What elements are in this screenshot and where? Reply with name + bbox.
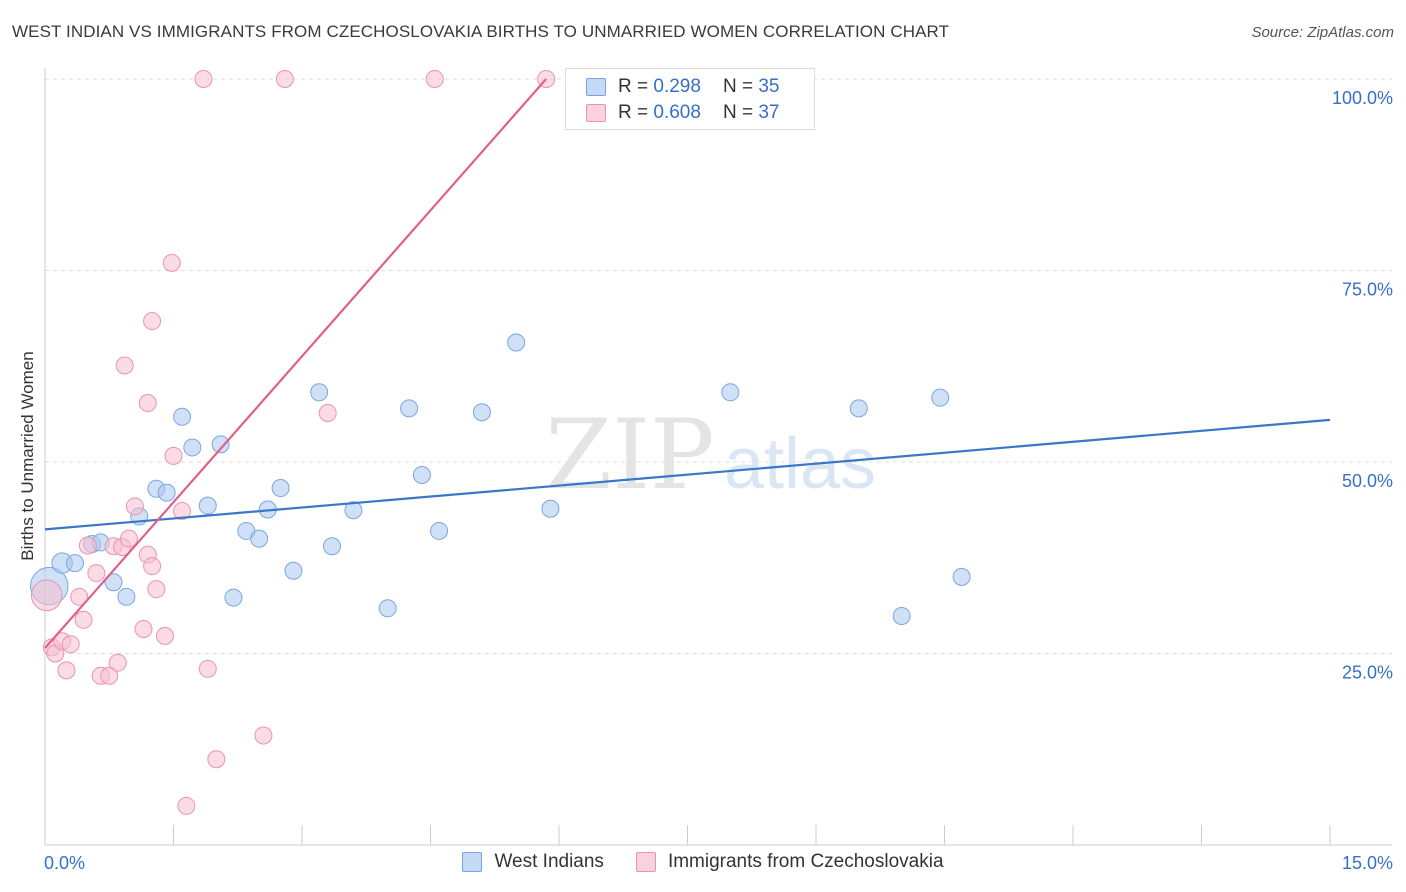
- point-west-indians: [183, 438, 202, 457]
- source-label: Source: ZipAtlas.com: [1251, 24, 1394, 41]
- point-czechoslovakia: [134, 619, 153, 638]
- legend-swatch-pink: [586, 104, 606, 122]
- point-czechoslovakia: [78, 536, 97, 555]
- series-swatch-blue: [462, 852, 483, 872]
- y-tick-label: 50.0%: [1342, 471, 1393, 491]
- y-tick-label: 75.0%: [1342, 280, 1393, 300]
- series-swatch-pink: [635, 852, 656, 872]
- point-west-indians: [400, 399, 419, 418]
- point-west-indians: [412, 466, 431, 485]
- point-west-indians: [721, 383, 740, 402]
- legend-r-label: R =: [618, 76, 649, 97]
- point-west-indians: [952, 567, 971, 586]
- point-west-indians: [271, 479, 290, 498]
- point-czechoslovakia: [138, 394, 157, 413]
- point-czechoslovakia: [100, 666, 119, 685]
- point-czechoslovakia: [173, 502, 192, 521]
- point-czechoslovakia: [30, 579, 63, 612]
- legend-r-value: 0.298: [653, 76, 701, 97]
- axes: [44, 68, 1392, 846]
- point-czechoslovakia: [254, 726, 273, 745]
- series-legend: West Indians Immigrants from Czechoslova…: [0, 851, 1406, 873]
- point-west-indians: [157, 483, 176, 502]
- point-czechoslovakia: [70, 587, 89, 606]
- point-west-indians: [507, 333, 526, 352]
- legend-swatch-blue: [586, 78, 606, 96]
- point-czechoslovakia: [57, 661, 76, 680]
- point-czechoslovakia: [125, 497, 144, 516]
- point-czechoslovakia: [162, 253, 181, 272]
- x-tick-label: 15.0%: [1342, 853, 1393, 873]
- point-west-indians: [284, 561, 303, 580]
- point-west-indians: [892, 606, 911, 625]
- point-west-indians: [65, 554, 84, 573]
- point-west-indians: [310, 383, 329, 402]
- trend-lines: [44, 78, 1331, 649]
- point-west-indians: [117, 587, 136, 606]
- point-czechoslovakia: [115, 356, 134, 375]
- y-tick-label: 25.0%: [1342, 663, 1393, 683]
- grid-lines: [45, 78, 1392, 654]
- legend-n-label: N =: [722, 76, 754, 97]
- x-tick-label: 0.0%: [44, 853, 85, 873]
- point-west-indians: [344, 501, 363, 520]
- series-name: Immigrants from Czechoslovakia: [667, 851, 944, 872]
- watermark: ZIP atlas: [545, 399, 876, 511]
- point-czechoslovakia: [194, 70, 213, 88]
- legend-row-west-indians: R = 0.298 N = 35: [586, 75, 779, 99]
- point-czechoslovakia: [164, 446, 183, 465]
- point-west-indians: [430, 521, 449, 540]
- point-west-indians: [250, 529, 269, 548]
- point-west-indians: [541, 499, 560, 518]
- series-legend-czechoslovakia: Immigrants from Czechoslovakia: [635, 851, 944, 873]
- point-west-indians: [322, 537, 341, 556]
- tick-labels: 25.0% 50.0% 75.0% 100.0% 0.0% 15.0%: [44, 88, 1393, 873]
- legend-n-label: N =: [722, 102, 754, 123]
- point-czechoslovakia: [61, 635, 80, 654]
- point-czechoslovakia: [87, 564, 106, 583]
- trend-line-czechoslovakia: [44, 78, 547, 649]
- point-czechoslovakia: [143, 312, 162, 331]
- point-west-indians: [198, 496, 217, 515]
- point-czechoslovakia: [198, 659, 217, 678]
- point-czechoslovakia: [119, 529, 138, 548]
- point-west-indians: [378, 599, 397, 618]
- legend: R = 0.298 N = 35 R = 0.608 N = 37: [565, 68, 815, 130]
- point-west-indians: [224, 588, 243, 607]
- point-west-indians: [849, 399, 868, 418]
- series-legend-west-indians: West Indians: [462, 851, 604, 873]
- legend-r-label: R =: [618, 102, 649, 123]
- point-west-indians: [173, 407, 192, 426]
- point-czechoslovakia: [108, 653, 127, 672]
- point-czechoslovakia: [177, 796, 196, 815]
- point-czechoslovakia: [425, 70, 444, 88]
- point-czechoslovakia: [318, 403, 337, 422]
- point-west-indians: [211, 435, 230, 454]
- point-czechoslovakia: [155, 626, 174, 645]
- point-west-indians: [104, 573, 123, 592]
- point-czechoslovakia: [74, 610, 93, 629]
- point-west-indians: [472, 403, 491, 422]
- legend-n-value: 37: [758, 102, 780, 123]
- point-czechoslovakia: [207, 750, 226, 769]
- watermark-zip: ZIP: [545, 399, 714, 511]
- point-west-indians: [931, 388, 950, 407]
- y-tick-label: 100.0%: [1332, 88, 1393, 108]
- legend-r-value: 0.608: [653, 102, 701, 123]
- point-czechoslovakia: [275, 70, 294, 88]
- point-czechoslovakia: [147, 580, 166, 599]
- legend-row-czechoslovakia: R = 0.608 N = 37: [586, 101, 779, 125]
- series-name: West Indians: [494, 851, 604, 872]
- chart-title: WEST INDIAN VS IMMIGRANTS FROM CZECHOSLO…: [12, 22, 950, 41]
- legend-n-value: 35: [758, 76, 780, 97]
- point-czechoslovakia: [143, 557, 162, 576]
- trend-line-west-indians: [44, 418, 1331, 531]
